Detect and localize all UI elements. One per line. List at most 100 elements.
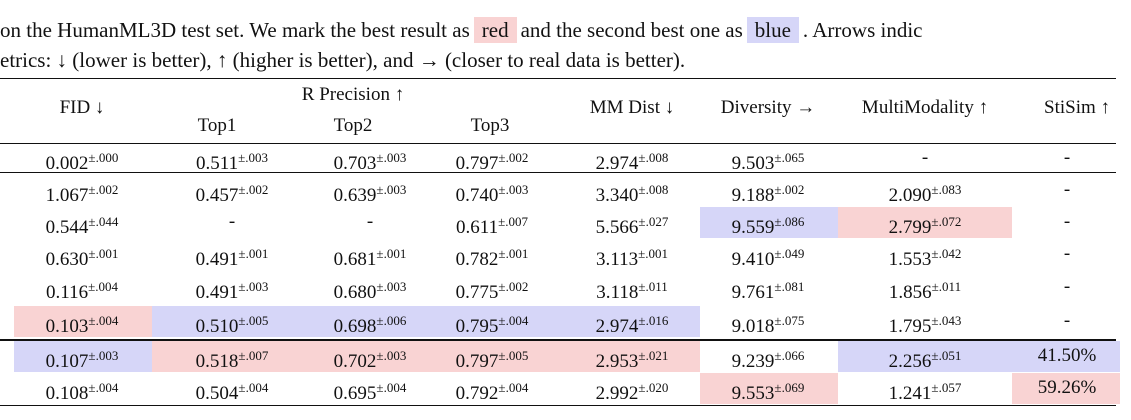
cell-value: 41.50% — [1037, 345, 1097, 366]
cell-std: ±.001 — [498, 246, 529, 261]
column-header: Top2 — [333, 115, 373, 136]
cell-value: 0.491 — [195, 282, 239, 303]
cell-value: 0.630 — [45, 249, 89, 270]
cell-highlight — [292, 341, 427, 372]
cell-value: 3.118 — [596, 282, 639, 303]
cell-highlight — [292, 306, 427, 337]
cell-std: ±.005 — [498, 348, 529, 363]
cell-value: - — [1063, 147, 1071, 168]
cell-value: 0.792 — [455, 383, 499, 404]
table-cell: 9.018±.075 — [732, 310, 805, 338]
table-cell: 0.775±.002 — [456, 276, 529, 304]
cell-value: 2.256 — [888, 351, 932, 372]
table-cell: 0.782±.001 — [456, 243, 529, 271]
cell-highlight — [838, 207, 1012, 238]
cell-value: - — [1063, 211, 1071, 232]
cell-value: 0.002 — [45, 153, 89, 174]
table-cell: 0.107±.003 — [46, 345, 119, 373]
table-cell: 1.795±.043 — [889, 310, 962, 338]
cell-value: 9.503 — [731, 153, 775, 174]
cell-std: ±.003 — [498, 182, 529, 197]
table-cell: 0.695±.004 — [334, 377, 407, 405]
cell-value: 0.457 — [195, 185, 239, 206]
cell-std: ±.001 — [88, 246, 119, 261]
cell-std: ±.075 — [774, 313, 805, 328]
cell-value: - — [921, 147, 929, 168]
table-cell: - — [1064, 243, 1070, 265]
cell-std: ±.003 — [238, 279, 269, 294]
table-cell: - — [1064, 276, 1070, 298]
cell-value: 9.553 — [731, 383, 775, 404]
cell-std: ±.043 — [931, 313, 962, 328]
cell-value: 2.992 — [595, 383, 639, 404]
table-cell: 2.090±.083 — [889, 179, 962, 207]
table-rule — [0, 339, 1116, 341]
cell-value: 3.340 — [595, 185, 639, 206]
cell-value: 0.702 — [333, 351, 377, 372]
cell-value: 9.018 — [731, 316, 775, 337]
table-cell: 9.559±.086 — [732, 211, 805, 239]
cell-highlight — [700, 207, 838, 238]
cell-value: 0.740 — [455, 185, 499, 206]
cell-std: ±.044 — [88, 214, 119, 229]
cell-value: 0.107 — [45, 351, 89, 372]
cell-value: 0.103 — [45, 316, 89, 337]
table-cell: 2.974±.008 — [596, 147, 669, 175]
table-cell: 0.510±.005 — [196, 310, 269, 338]
cell-value: 0.116 — [46, 282, 89, 303]
table-cell: 2.256±.051 — [889, 345, 962, 373]
table-cell: 0.116±.004 — [46, 276, 118, 304]
column-header: Top1 — [197, 115, 237, 136]
cell-std: ±.051 — [931, 348, 962, 363]
cell-value: 0.611 — [456, 217, 499, 238]
cell-highlight — [562, 306, 700, 337]
table-cell: 0.795±.004 — [456, 310, 529, 338]
caption-line2: etrics: ↓ (lower is better), ↑ (higher i… — [0, 48, 686, 72]
cell-std: ±.003 — [376, 150, 407, 165]
table-cell: 0.491±.003 — [196, 276, 269, 304]
table-cell: 9.239±.066 — [732, 345, 805, 373]
cell-std: ±.003 — [238, 150, 268, 165]
caption-text: . Arrows indic — [802, 18, 923, 42]
table-cell: 0.630±.001 — [46, 243, 119, 271]
cell-value: - — [1063, 243, 1071, 264]
cell-value: 2.953 — [595, 351, 639, 372]
cell-value: 1.067 — [45, 185, 89, 206]
caption-text: on the HumanML3D test set. We mark the b… — [0, 18, 470, 42]
cell-std: ±.004 — [88, 380, 119, 395]
cell-value: - — [366, 211, 374, 232]
column-header: StiSim ↑ — [1044, 97, 1110, 118]
table-cell: 0.518±.007 — [196, 345, 269, 373]
cell-std: ±.065 — [774, 150, 805, 165]
cell-std: ±.002 — [238, 182, 269, 197]
table-cell: - — [229, 211, 235, 233]
cell-std: ±.083 — [931, 182, 962, 197]
table-cell: 2.974±.016 — [596, 310, 669, 338]
cell-value: 0.703 — [333, 153, 377, 174]
cell-std: ±.021 — [638, 348, 669, 363]
table-cell: 2.799±.072 — [889, 211, 962, 239]
cell-value: 0.511 — [196, 153, 239, 174]
cell-value: 59.26% — [1037, 377, 1097, 398]
column-header: Top3 — [470, 115, 510, 136]
cell-std: ±.001 — [638, 246, 668, 261]
table-rule — [0, 172, 1116, 173]
cell-value: 2.090 — [888, 185, 932, 206]
caption-line1: on the HumanML3D test set. We mark the b… — [0, 17, 923, 43]
table-cell: - — [1064, 310, 1070, 332]
cell-std: ±.004 — [88, 279, 118, 294]
table-cell: 0.504±.004 — [196, 377, 269, 405]
table-cell: 0.002±.000 — [46, 147, 119, 175]
table-rule — [0, 143, 1116, 144]
cell-value: 0.510 — [195, 316, 239, 337]
cell-value: 1.795 — [888, 316, 932, 337]
cell-value: 0.698 — [333, 316, 377, 337]
cell-value: 0.797 — [455, 153, 499, 174]
table-cell: 5.566±.027 — [596, 211, 669, 239]
cell-value: 0.544 — [45, 217, 89, 238]
cell-value: 0.795 — [455, 316, 499, 337]
cell-std: ±.027 — [638, 214, 669, 229]
cell-highlight — [562, 341, 700, 372]
cell-std: ±.008 — [638, 182, 669, 197]
table-cell: 1.553±.042 — [889, 243, 962, 271]
